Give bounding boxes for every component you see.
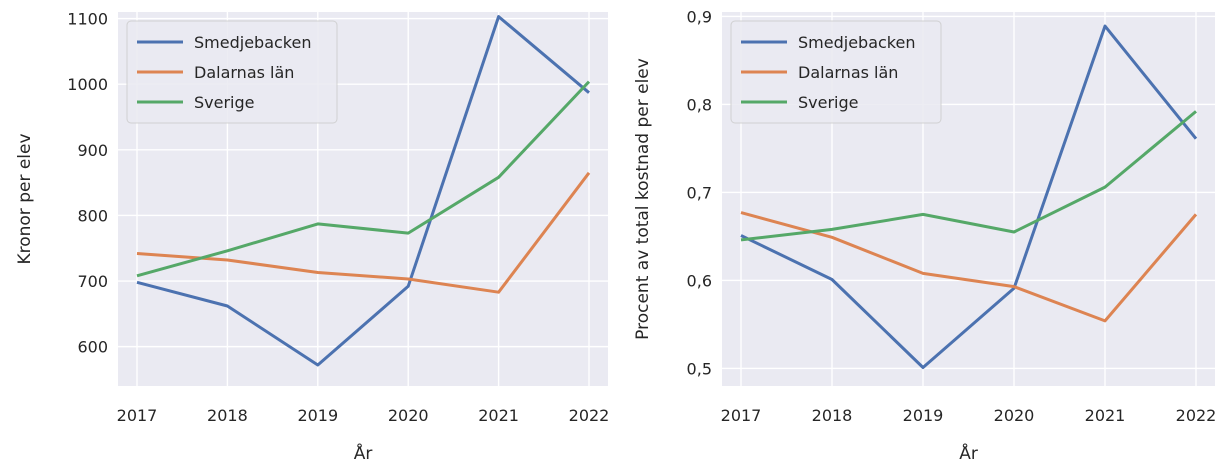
x-tick-label: 2019 <box>297 406 338 425</box>
y-tick-label: 1000 <box>67 75 108 94</box>
legend-box <box>730 20 942 124</box>
x-tick-label: 2017 <box>117 406 158 425</box>
series-line-smedjebacken <box>136 15 590 367</box>
x-tick-label: 2021 <box>1085 406 1126 425</box>
x-tick-label: 2018 <box>207 406 248 425</box>
x-tick-label: 2019 <box>903 406 944 425</box>
x-tick-label: 2022 <box>1176 406 1217 425</box>
chart-panel-2: 2017 2018 2019 2020 2021 2022 0,5 0,6 0,7 0,8 0,9 Å… <box>633 7 1216 461</box>
legend: Smedjebacken Dalarnas län Sverige <box>126 20 338 124</box>
x-tick-label: 2021 <box>478 406 519 425</box>
legend-label: Dalarnas län <box>798 63 898 82</box>
y-tick-label: 800 <box>77 206 108 225</box>
y-tick-label: 0,6 <box>687 271 712 290</box>
y-tick-label: 1100 <box>67 10 108 29</box>
y-axis-label: Procent av total kostnad per elev <box>633 58 653 340</box>
x-tick-label: 2020 <box>994 406 1035 425</box>
series-line-sverige <box>740 110 1197 242</box>
legend-box <box>126 20 338 124</box>
x-tick-label: 2020 <box>388 406 429 425</box>
x-axis-label: År <box>354 442 373 461</box>
series-line-dalarnas-ln <box>740 211 1198 323</box>
legend-label: Sverige <box>194 93 255 112</box>
y-tick-label: 0,9 <box>687 7 712 26</box>
y-axis-label: Kronor per elev <box>15 133 35 264</box>
y-tick-label: 700 <box>77 272 108 291</box>
series-line-sverige <box>136 80 591 278</box>
legend-label: Smedjebacken <box>194 33 311 52</box>
x-tick-label: 2017 <box>721 406 762 425</box>
legend-label: Dalarnas län <box>194 63 294 82</box>
y-tick-label: 900 <box>77 141 108 160</box>
chart-panel-1: 2017 2018 2019 2020 2021 2022 600 700 800 900 1000… <box>15 10 609 461</box>
legend-label: Smedjebacken <box>798 33 915 52</box>
series-line-smedjebacken <box>740 24 1198 369</box>
x-tick-label: 2018 <box>812 406 853 425</box>
y-tick-label: 600 <box>77 338 108 357</box>
y-tick-label: 0,5 <box>687 359 712 378</box>
y-tick-label: 0,8 <box>687 95 712 114</box>
legend: Smedjebacken Dalarnas län Sverige <box>730 20 942 124</box>
y-tick-label: 0,7 <box>687 183 712 202</box>
x-axis-label: År <box>959 442 978 461</box>
legend-label: Sverige <box>798 93 859 112</box>
x-tick-label: 2022 <box>569 406 610 425</box>
series-line-dalarnas-ln <box>136 171 591 294</box>
